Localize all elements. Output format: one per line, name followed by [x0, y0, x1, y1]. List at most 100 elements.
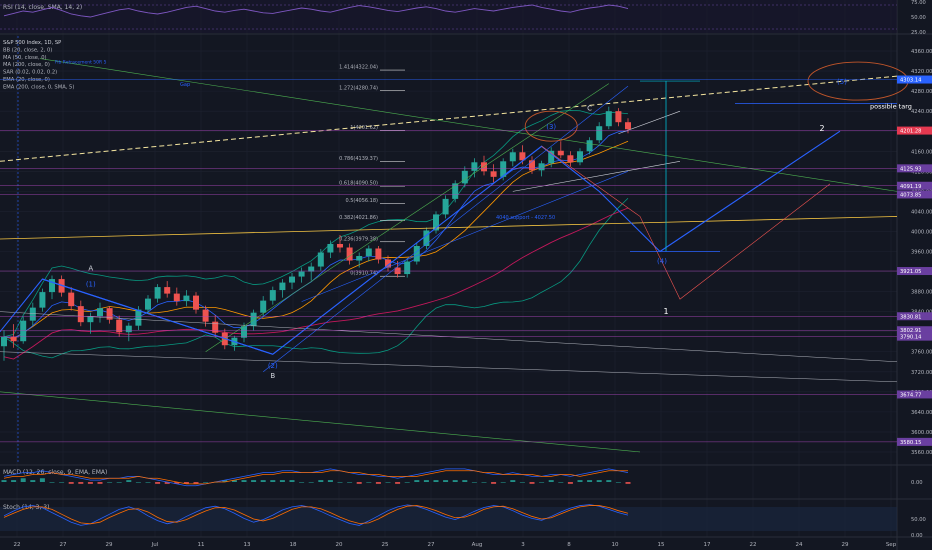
candle-body [77, 306, 84, 323]
macd-histogram-bar [471, 482, 477, 483]
candle-body [538, 163, 545, 171]
candle-body [413, 245, 420, 262]
wave3-ellipse [524, 110, 578, 142]
time-tick-label: 20 [336, 542, 343, 548]
price-tag-box [897, 326, 932, 335]
candle-body [289, 276, 295, 283]
macd-title: MACD (12, 26, close, 9, EMA, EMA) [3, 469, 107, 476]
macd-histogram-bar [443, 480, 449, 482]
time-tick-label: 18 [290, 542, 297, 548]
fib-level-label: 1.414(4322.04) [339, 65, 378, 71]
price-tag-label: 3790.14 [900, 335, 922, 341]
fib-level-label: 0.618(4090.50) [339, 181, 378, 187]
legend-entry: EMA (20, close, 0) [3, 77, 50, 83]
price-tag-box [897, 181, 932, 190]
candle-body [548, 150, 555, 164]
macd-histogram-bar [606, 480, 612, 482]
wave-2-label: (2) [268, 362, 278, 370]
bb-lower-line [3, 197, 629, 359]
macd-histogram-bar [107, 482, 113, 483]
resistance-dashed-line [0, 75, 898, 162]
candle-body [250, 312, 257, 327]
macd-histogram-bar [587, 480, 593, 482]
ma200-line [3, 207, 629, 360]
wave-4-label: (4) [657, 258, 667, 266]
stoch-pane[interactable]: Stoch (14, 3, 3) 50.00 0.00 [0, 504, 926, 539]
rsi-line [3, 4, 629, 18]
macd-signal-line [3, 470, 628, 485]
macd-histogram-bar [414, 480, 420, 482]
macd-pane[interactable]: MACD (12, 26, close, 9, EMA, EMA) 0.00 [1, 468, 923, 487]
blue-trend-line [263, 85, 629, 373]
macd-histogram-bar [510, 480, 516, 482]
macd-histogram-bar [548, 480, 554, 482]
macd-histogram-bar [423, 480, 429, 482]
alt-wave-path [541, 146, 831, 300]
candle-body [308, 266, 315, 272]
price-tick-label: 4320.00 [911, 69, 932, 75]
stoch-tick-label: 50.00 [911, 517, 926, 523]
rsi-pane[interactable]: RSI (14, close, SMA, 14, 2) 75.00 50.00 25… [0, 0, 926, 36]
time-tick-label: 27 [428, 542, 435, 548]
time-axis[interactable]: 22 27 29 Jul 11 13 18 20 25 27 Aug 3 8 10 15 17 22 24 29 Se… [14, 542, 897, 548]
candle-body [173, 293, 180, 302]
candle-body [106, 308, 113, 320]
price-tick-label: 4280.00 [911, 89, 932, 95]
stoch-d-line [3, 505, 629, 525]
candle-body [404, 261, 411, 275]
macd-histogram-bar [1, 480, 7, 482]
legend-entry: MA (50, close, 0) [3, 55, 47, 61]
macd-histogram-bar [183, 482, 189, 484]
candle-body [529, 160, 535, 171]
candle-body [519, 152, 526, 161]
price-tag-label: 3921.05 [900, 269, 921, 275]
green-trend-line [39, 58, 898, 192]
price-tag-label: 3580.15 [900, 440, 921, 446]
candle-body [557, 150, 564, 156]
candle-body [471, 162, 478, 171]
macd-histogram-bar [59, 482, 65, 483]
time-tick-label: 22 [14, 542, 21, 548]
candle-body [433, 214, 439, 231]
macd-histogram-bar [596, 480, 602, 482]
price-pane[interactable]: 1.414(4322.04) 1.272(4280.74) 1(4201.62) 0.… [0, 36, 932, 462]
wave-a-label: A [88, 265, 93, 273]
price-tag-box [897, 437, 932, 446]
price-tick-label: 4000.00 [911, 229, 932, 235]
candle-body [145, 298, 151, 310]
macd-histogram-bar [308, 482, 314, 483]
time-tick-label: 24 [796, 542, 803, 548]
wave-5-label: (5) [837, 78, 847, 86]
legend-entry: EMA (200, close, 0, SMA, 5) [3, 84, 74, 90]
time-tick-label: 10 [612, 542, 619, 548]
time-tick-label: Sep [886, 542, 897, 548]
fib-level-label: 0.786(4139.37) [339, 156, 378, 162]
candle-body [1, 336, 7, 347]
blue-trend-line [301, 171, 629, 302]
macd-histogram-bar [539, 482, 545, 483]
price-tag-box [897, 267, 932, 276]
time-tick-label: 27 [60, 542, 67, 548]
macd-ticks: 0.00 [911, 480, 923, 486]
candle-body [202, 309, 209, 322]
price-tick-label: 3560.00 [911, 450, 932, 456]
macd-histogram-bar [404, 482, 410, 483]
time-tick-label: Jul [151, 542, 159, 548]
candle-body [20, 320, 27, 342]
candle-body [385, 259, 391, 268]
candle-body [97, 308, 103, 317]
macd-histogram-bar [615, 482, 621, 483]
fib-level-label: 0.5(4056.18) [345, 198, 378, 204]
candlestick-series [1, 106, 631, 361]
stoch-title: Stoch (14, 3, 3) [3, 504, 49, 511]
candle-body [135, 309, 142, 326]
label-2: 2 [819, 124, 824, 133]
macd-histogram-bar [625, 482, 631, 484]
candle-body [193, 295, 199, 310]
bb-upper-line [3, 109, 629, 338]
macd-histogram-bar [270, 480, 276, 482]
